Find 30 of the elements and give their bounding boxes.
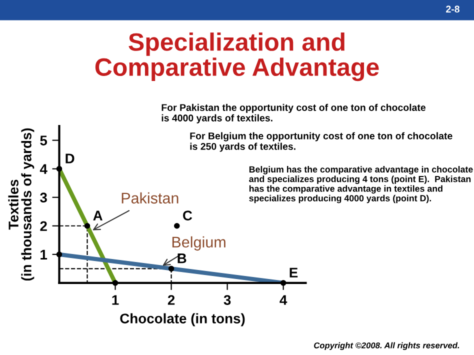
y-tick-label: 4 xyxy=(40,164,48,174)
text: Copyright ©2008. All rights reserved. xyxy=(314,342,460,350)
x-tick-label: 1 xyxy=(112,295,119,305)
annotation: Belgium has the comparative advantage in chocolate and specializes producing 4 tons (point E). Pakistan has the comparative advantage in textiles and specializes producing 4000 yards (point D). xyxy=(249,166,473,204)
x-axis-title: Chocolate (in tons) xyxy=(120,313,245,326)
text: Pakistan xyxy=(122,192,178,204)
annotation: For Belgium the opportunity cost of one ton of chocolate is 250 yards of textiles. xyxy=(190,132,452,152)
annotation: D xyxy=(66,154,74,164)
point xyxy=(168,266,174,272)
point xyxy=(56,166,62,172)
point xyxy=(112,280,118,286)
y-tick-label: 1 xyxy=(40,250,48,260)
annotation: E xyxy=(290,268,298,278)
series-label: Belgium xyxy=(172,236,226,251)
y-axis-title: Textiles (in thousands of yards) xyxy=(8,128,34,281)
y-tick-label: 5 xyxy=(40,136,48,146)
x-tick-label: 2 xyxy=(168,295,175,305)
annotation: B xyxy=(178,254,186,264)
chart-title: Specialization and Comparative Advantage xyxy=(95,32,379,82)
point xyxy=(56,252,62,258)
x-tick-label: 4 xyxy=(280,295,288,305)
y-tick-label: 3 xyxy=(40,192,47,203)
y-tick-label: 2 xyxy=(40,221,47,231)
text: 2-8 xyxy=(446,6,460,13)
annotation: C xyxy=(183,210,192,220)
text: For Pakistan the opportunity cost of one ton of chocolate is 4000 yards of textiles. xyxy=(162,104,426,124)
point xyxy=(84,222,90,229)
point xyxy=(280,280,286,286)
x-tick-label: 3 xyxy=(224,295,231,305)
point xyxy=(174,222,180,229)
